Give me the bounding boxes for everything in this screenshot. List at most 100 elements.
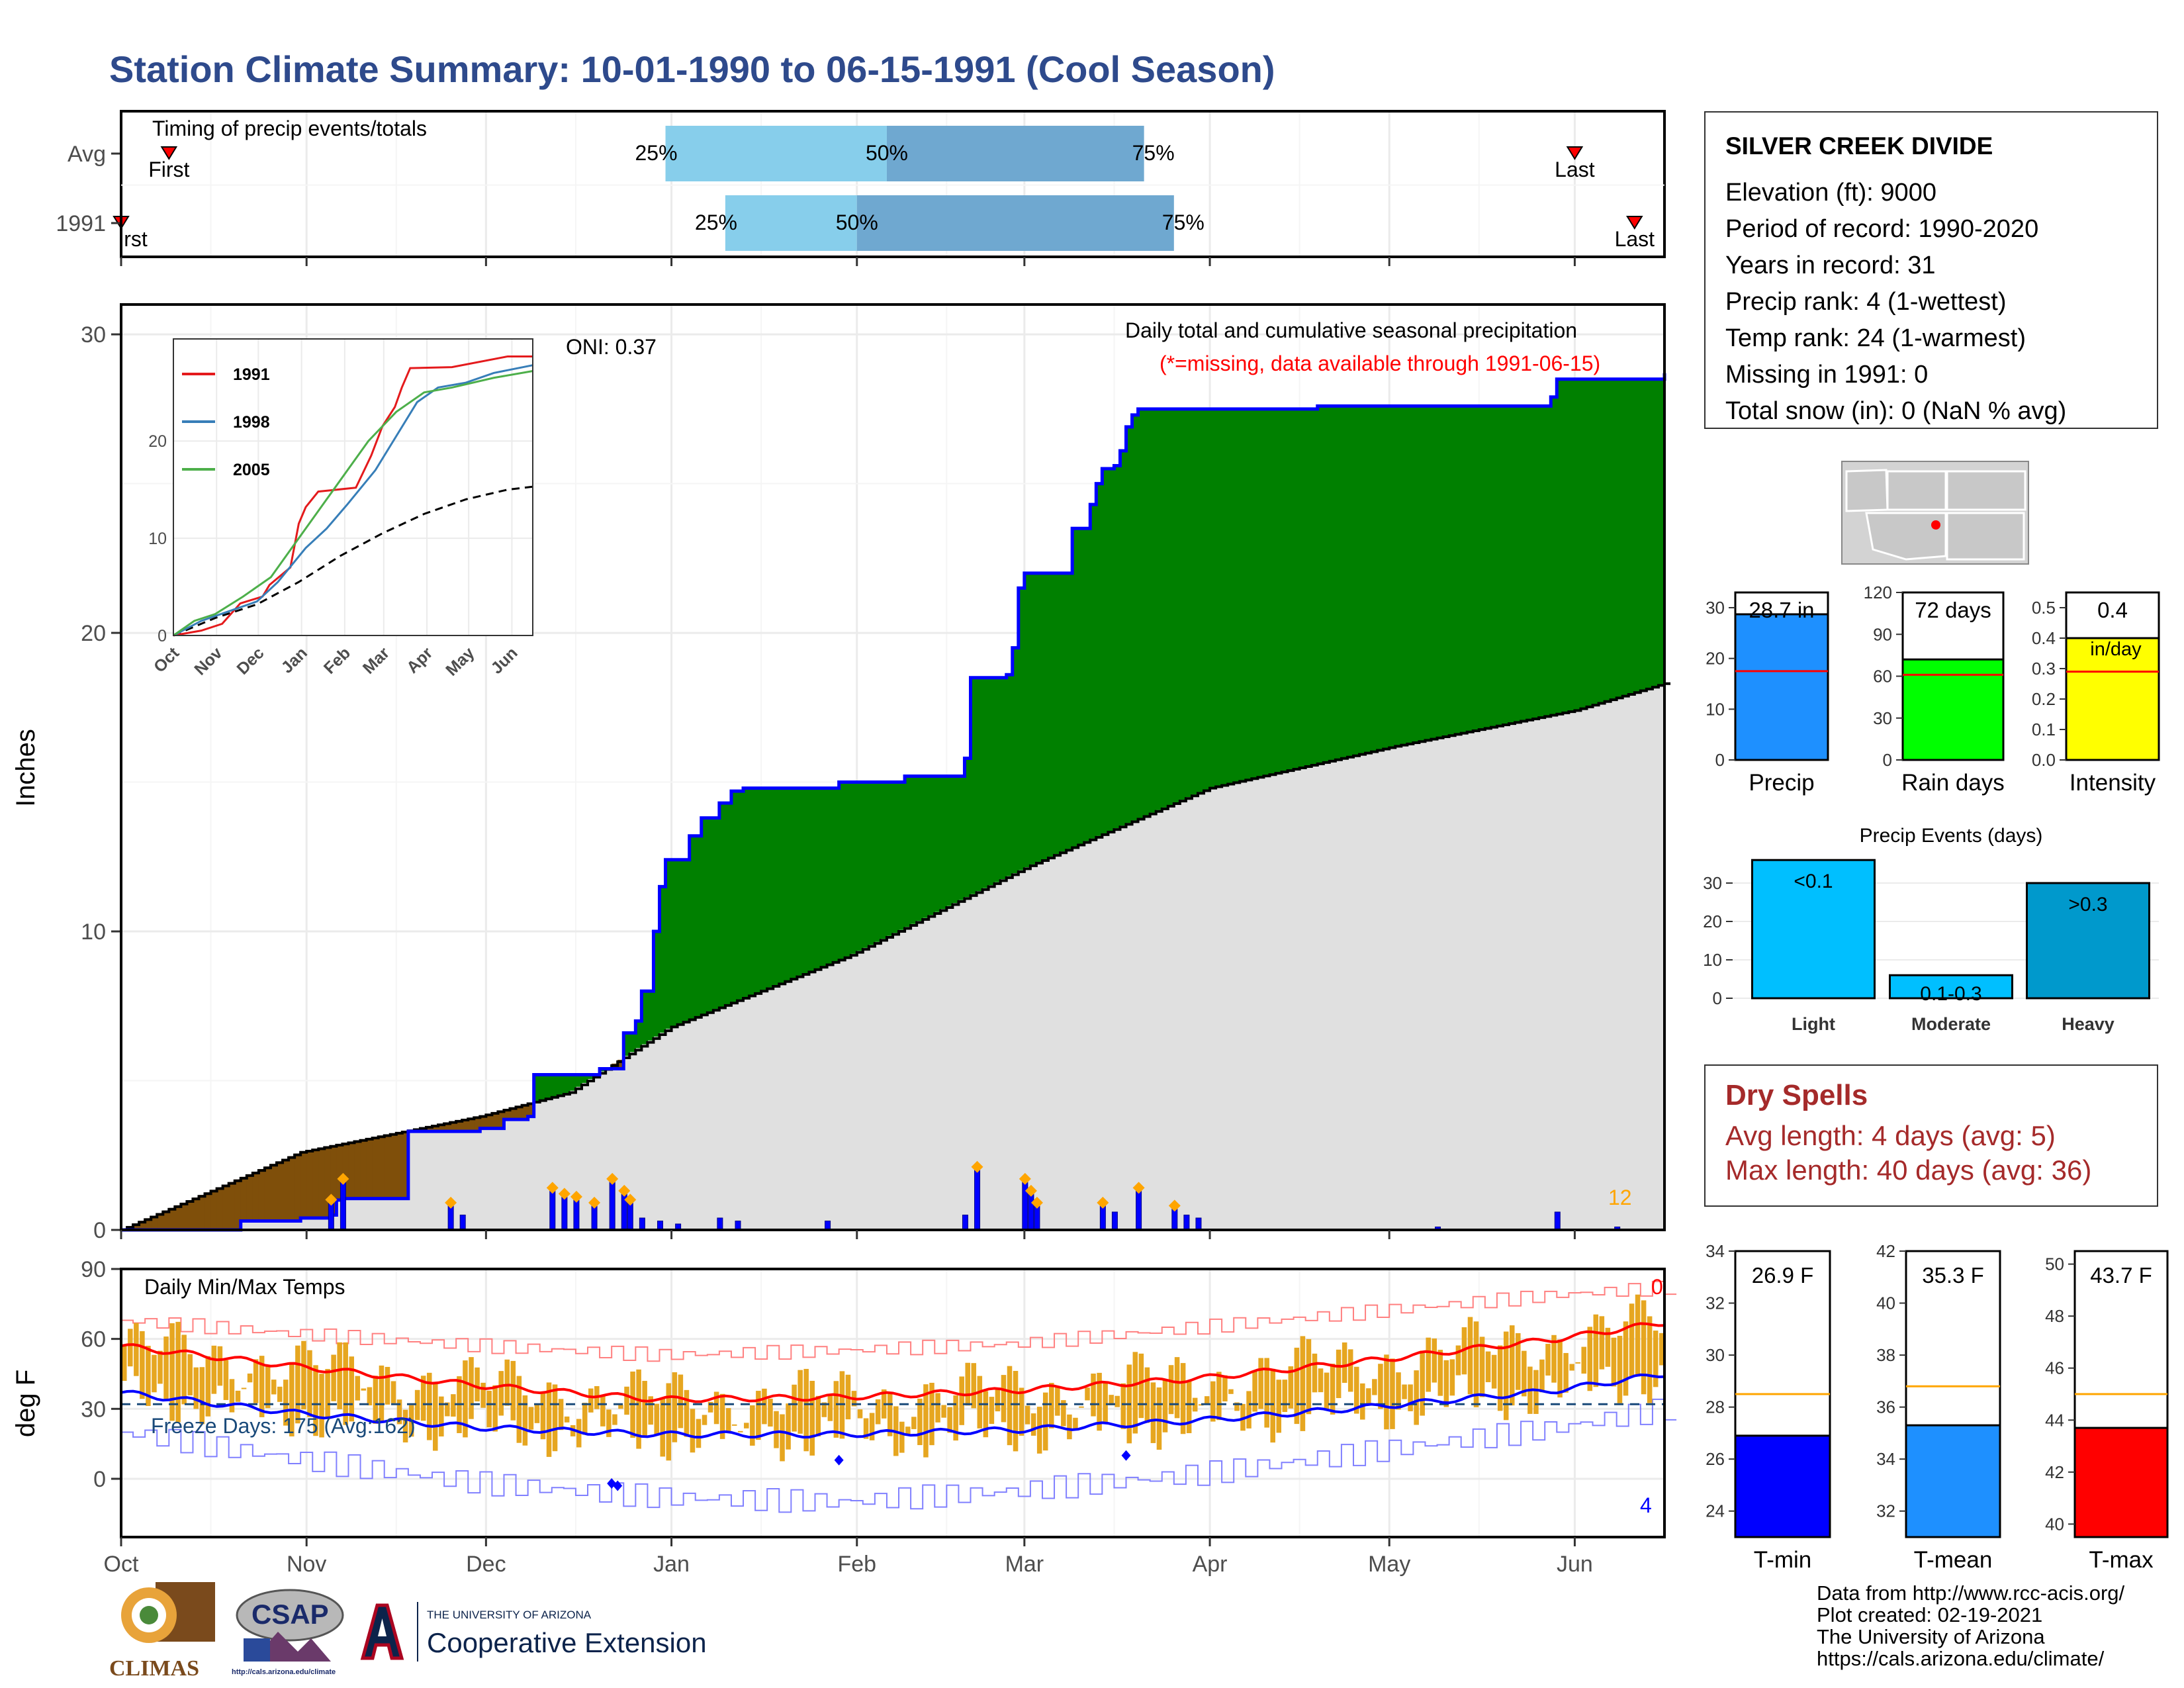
daily-temp-bar: [510, 1360, 516, 1421]
daily-temp-bar: [588, 1388, 594, 1413]
cumulative-difference-fill: [1138, 408, 1145, 818]
cumulative-difference-fill: [1467, 406, 1474, 731]
temp-value-label: 43.7 F: [2090, 1263, 2152, 1288]
cumulative-difference-fill: [1072, 528, 1079, 847]
cumulative-difference-fill: [1179, 408, 1187, 800]
daily-temp-bar: [1120, 1383, 1126, 1429]
cumulative-difference-fill: [1197, 408, 1205, 792]
cumulative-difference-fill: [1496, 406, 1504, 726]
daily-temp-bar: [1318, 1368, 1324, 1393]
csap-cloud-icon: [236, 1589, 344, 1662]
last-marker: [1566, 146, 1584, 160]
daily-temp-bar: [259, 1356, 265, 1417]
daily-temp-bar: [1449, 1359, 1455, 1396]
daily-temp-bar: [349, 1356, 355, 1422]
y-tick-label: 30: [81, 1397, 106, 1422]
cumulative-difference-fill: [1586, 379, 1594, 706]
csap-text: CSAP: [251, 1599, 329, 1630]
cumulative-difference-fill: [175, 1205, 181, 1230]
x-tick-label: Jun: [1557, 1552, 1593, 1577]
daily-temp-bar: [750, 1405, 755, 1446]
cumulative-difference-fill: [516, 1105, 523, 1120]
daily-precip-bar: [459, 1214, 466, 1231]
ua-small-text: THE UNIVERSITY OF ARIZONA: [427, 1609, 592, 1621]
cumulative-difference-fill: [1144, 408, 1151, 816]
y-tick-label: 120: [1864, 583, 1892, 602]
daily-temp-bar: [1312, 1353, 1318, 1393]
cumulative-difference-fill: [982, 677, 989, 888]
cumulative-difference-fill: [755, 788, 762, 993]
cumulative-difference-fill: [1263, 408, 1271, 776]
daily-precip-marker: [618, 1184, 631, 1197]
dry-spells-heading: Dry Spells: [1725, 1079, 1868, 1111]
daily-temp-bar: [1324, 1372, 1330, 1409]
cumulative-difference-fill: [1610, 379, 1617, 699]
cumulative-difference-fill: [874, 782, 882, 942]
climas-text: CLIMAS: [109, 1656, 200, 1681]
y-tick-label: 0.4: [2032, 628, 2056, 648]
cumulative-difference-fill: [880, 782, 887, 939]
cumulative-difference-fill: [354, 1141, 361, 1199]
cumulative-difference-fill: [1054, 573, 1061, 855]
freeze-days-label: Freeze Days: 175 (Avg:162): [151, 1414, 416, 1438]
cumulative-difference-fill: [1311, 408, 1318, 765]
cumulative-difference-fill: [216, 1187, 224, 1230]
inset-series-line: [173, 364, 533, 637]
daily-temp-bar: [522, 1395, 528, 1446]
daily-temp-bar: [719, 1393, 725, 1439]
cumulative-difference-fill: [151, 1215, 158, 1230]
daily-temp-bar: [1593, 1314, 1599, 1387]
daily-temp-bar: [1390, 1358, 1395, 1429]
daily-temp-bar: [582, 1403, 588, 1435]
daily-temp-bar: [343, 1342, 348, 1425]
csap-url: http://cals.arizona.edu/climate: [232, 1668, 336, 1676]
daily-temp-bar: [857, 1409, 863, 1419]
daily-temp-bar: [546, 1382, 552, 1457]
daily-temp-bar: [905, 1427, 911, 1434]
cumulative-difference-fill: [641, 991, 649, 1045]
daily-temp-bar: [445, 1402, 450, 1417]
y-tick-label: 0: [1713, 988, 1722, 1008]
daily-temp-bar: [1372, 1379, 1377, 1395]
temp-bar-label: T-max: [2089, 1547, 2154, 1573]
cumulative-difference-fill: [1132, 414, 1139, 821]
cumulative-difference-fill: [205, 1192, 212, 1230]
inset-legend-label: 1998: [233, 413, 270, 432]
cumulative-difference-fill: [163, 1210, 169, 1230]
cumulative-difference-fill: [1036, 573, 1043, 862]
daily-temp-bar: [313, 1365, 318, 1436]
daily-temp-bar: [373, 1376, 379, 1424]
cumulative-difference-fill: [1078, 528, 1085, 844]
daily-temp-bar: [1282, 1380, 1288, 1413]
daily-temp-bar: [1276, 1380, 1282, 1433]
daily-temp-bar: [713, 1391, 719, 1425]
inset-y-tick-label: 0: [158, 627, 167, 645]
daily-temp-bar: [1605, 1327, 1611, 1367]
daily-temp-bar: [1569, 1364, 1574, 1371]
daily-temp-bar: [654, 1403, 659, 1435]
inset-legend-label: 1991: [233, 365, 270, 384]
daily-temp-bar: [666, 1383, 672, 1461]
y-tick-label: 48: [2045, 1306, 2064, 1326]
cumulative-difference-fill: [815, 788, 822, 968]
cumulative-difference-fill: [893, 782, 899, 933]
daily-temp-bar: [433, 1382, 438, 1451]
daily-temp-bar: [869, 1413, 875, 1440]
cumulative-difference-fill: [952, 776, 960, 904]
cumulative-difference-fill: [486, 1114, 493, 1129]
temp-bar: [2073, 1427, 2169, 1538]
daily-temp-bar: [439, 1396, 444, 1437]
daily-precip-bar: [717, 1217, 723, 1231]
cumulative-difference-fill: [1030, 573, 1037, 865]
cumulative-difference-fill: [1204, 408, 1210, 790]
daily-temp-bar: [540, 1392, 546, 1440]
cumulative-difference-fill: [911, 776, 917, 924]
cumulative-difference-fill: [635, 1021, 642, 1049]
daily-precip-bar: [340, 1182, 346, 1231]
daily-temp-bar: [402, 1409, 408, 1443]
y-tick-label: 20: [81, 621, 106, 646]
event-bar: [1751, 859, 1876, 1000]
dry-spells-box: Dry Spells Avg length: 4 days (avg: 5) M…: [1704, 1064, 2158, 1207]
cumulative-difference-fill: [797, 788, 804, 976]
